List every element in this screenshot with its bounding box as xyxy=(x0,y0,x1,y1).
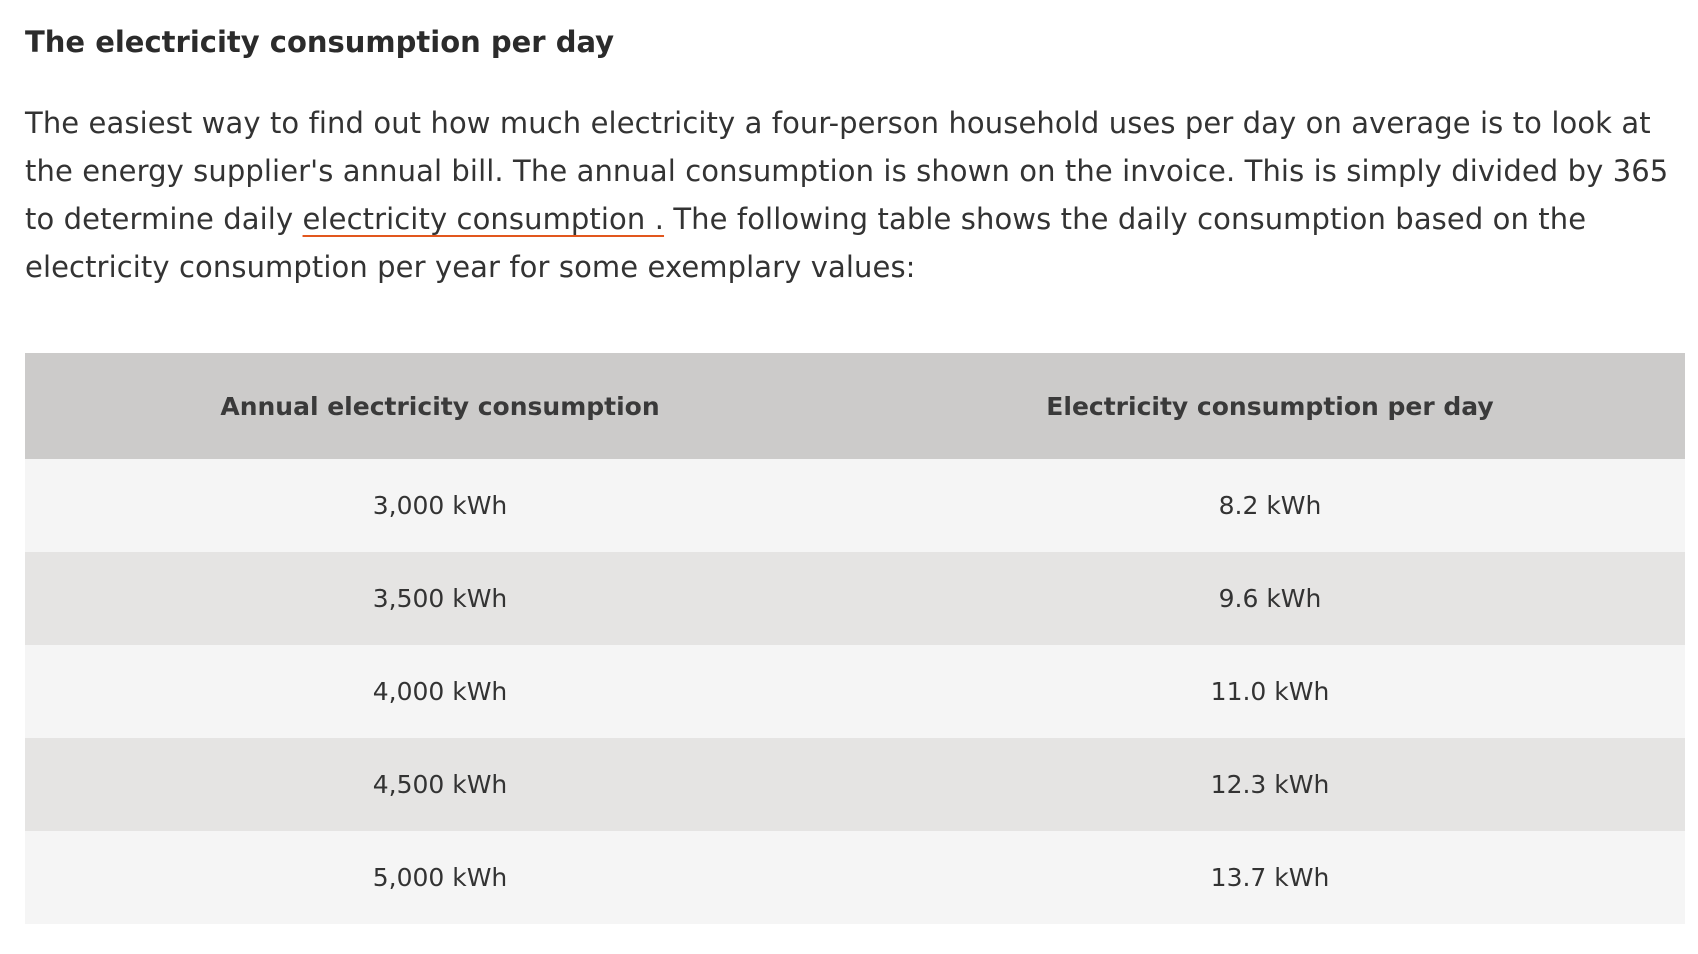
daily-consumption-cell: 11.0 kWh xyxy=(855,645,1685,738)
table-row: 4,000 kWh 11.0 kWh xyxy=(25,645,1685,738)
intro-paragraph: The easiest way to find out how much ele… xyxy=(25,99,1673,291)
annual-consumption-cell: 5,000 kWh xyxy=(25,831,855,924)
table-row: 5,000 kWh 13.7 kWh xyxy=(25,831,1685,924)
annual-consumption-cell: 4,500 kWh xyxy=(25,738,855,831)
annual-consumption-cell: 3,500 kWh xyxy=(25,552,855,645)
daily-consumption-cell: 12.3 kWh xyxy=(855,738,1685,831)
intro-text-before-link: The easiest way to find out how much ele… xyxy=(25,106,1669,236)
header-daily-consumption: Electricity consumption per day xyxy=(855,353,1685,459)
daily-consumption-cell: 8.2 kWh xyxy=(855,459,1685,552)
daily-consumption-cell: 9.6 kWh xyxy=(855,552,1685,645)
electricity-consumption-link[interactable]: electricity consumption . xyxy=(302,202,665,236)
annual-consumption-cell: 4,000 kWh xyxy=(25,645,855,738)
daily-consumption-cell: 13.7 kWh xyxy=(855,831,1685,924)
intro-text-after-link: The following table shows the daily cons… xyxy=(25,202,1587,284)
section-heading: The electricity consumption per day xyxy=(25,25,615,59)
table-header-row: Annual electricity consumption Electrici… xyxy=(25,353,1685,459)
table-row: 3,000 kWh 8.2 kWh xyxy=(25,459,1685,552)
consumption-table: Annual electricity consumption Electrici… xyxy=(25,353,1685,924)
annual-consumption-cell: 3,000 kWh xyxy=(25,459,855,552)
table-row: 4,500 kWh 12.3 kWh xyxy=(25,738,1685,831)
table-row: 3,500 kWh 9.6 kWh xyxy=(25,552,1685,645)
header-annual-consumption: Annual electricity consumption xyxy=(25,353,855,459)
